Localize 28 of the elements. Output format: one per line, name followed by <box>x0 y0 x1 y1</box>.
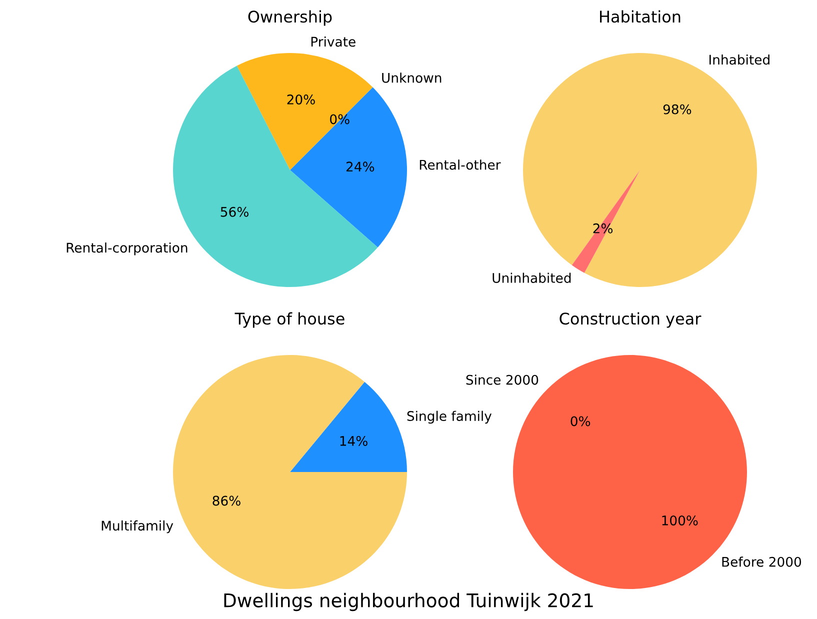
slice-label: Rental-corporation <box>66 242 188 256</box>
slice-label: Before 2000 <box>722 556 802 567</box>
text: Dwellings neighbourhood Tuinwijk 2021 <box>224 592 593 612</box>
slice-label: Uninhabited <box>492 272 571 283</box>
data-label: 24% <box>346 162 374 172</box>
chart-title: Habitation <box>600 10 680 23</box>
text: 0% <box>570 416 590 426</box>
category-label: Unknown <box>382 72 442 83</box>
data-label: 2% <box>593 223 613 234</box>
data-label: 14% <box>340 436 368 446</box>
slice-label: Rental-other <box>420 160 501 170</box>
data-label: 98% <box>663 104 692 114</box>
data-label: 100% <box>662 515 698 526</box>
slice-label: Single family <box>407 410 492 424</box>
slice-label: Inhabited <box>709 54 770 65</box>
pie-slice <box>236 53 373 170</box>
pie-slice <box>173 355 407 589</box>
data-label: 86% <box>212 496 240 506</box>
category-label: Since 2000 <box>466 374 538 385</box>
chart-title: Construction year <box>560 312 702 328</box>
chart-title: Type of house <box>234 312 344 328</box>
pie-slice <box>572 170 640 273</box>
slice-label: Multifamily <box>102 520 174 534</box>
data-label: 20% <box>287 94 315 104</box>
pie-slice <box>290 382 407 472</box>
slice-label: Private <box>311 36 356 47</box>
chart-title: Ownership <box>248 10 332 26</box>
data-label: 56% <box>220 206 248 217</box>
